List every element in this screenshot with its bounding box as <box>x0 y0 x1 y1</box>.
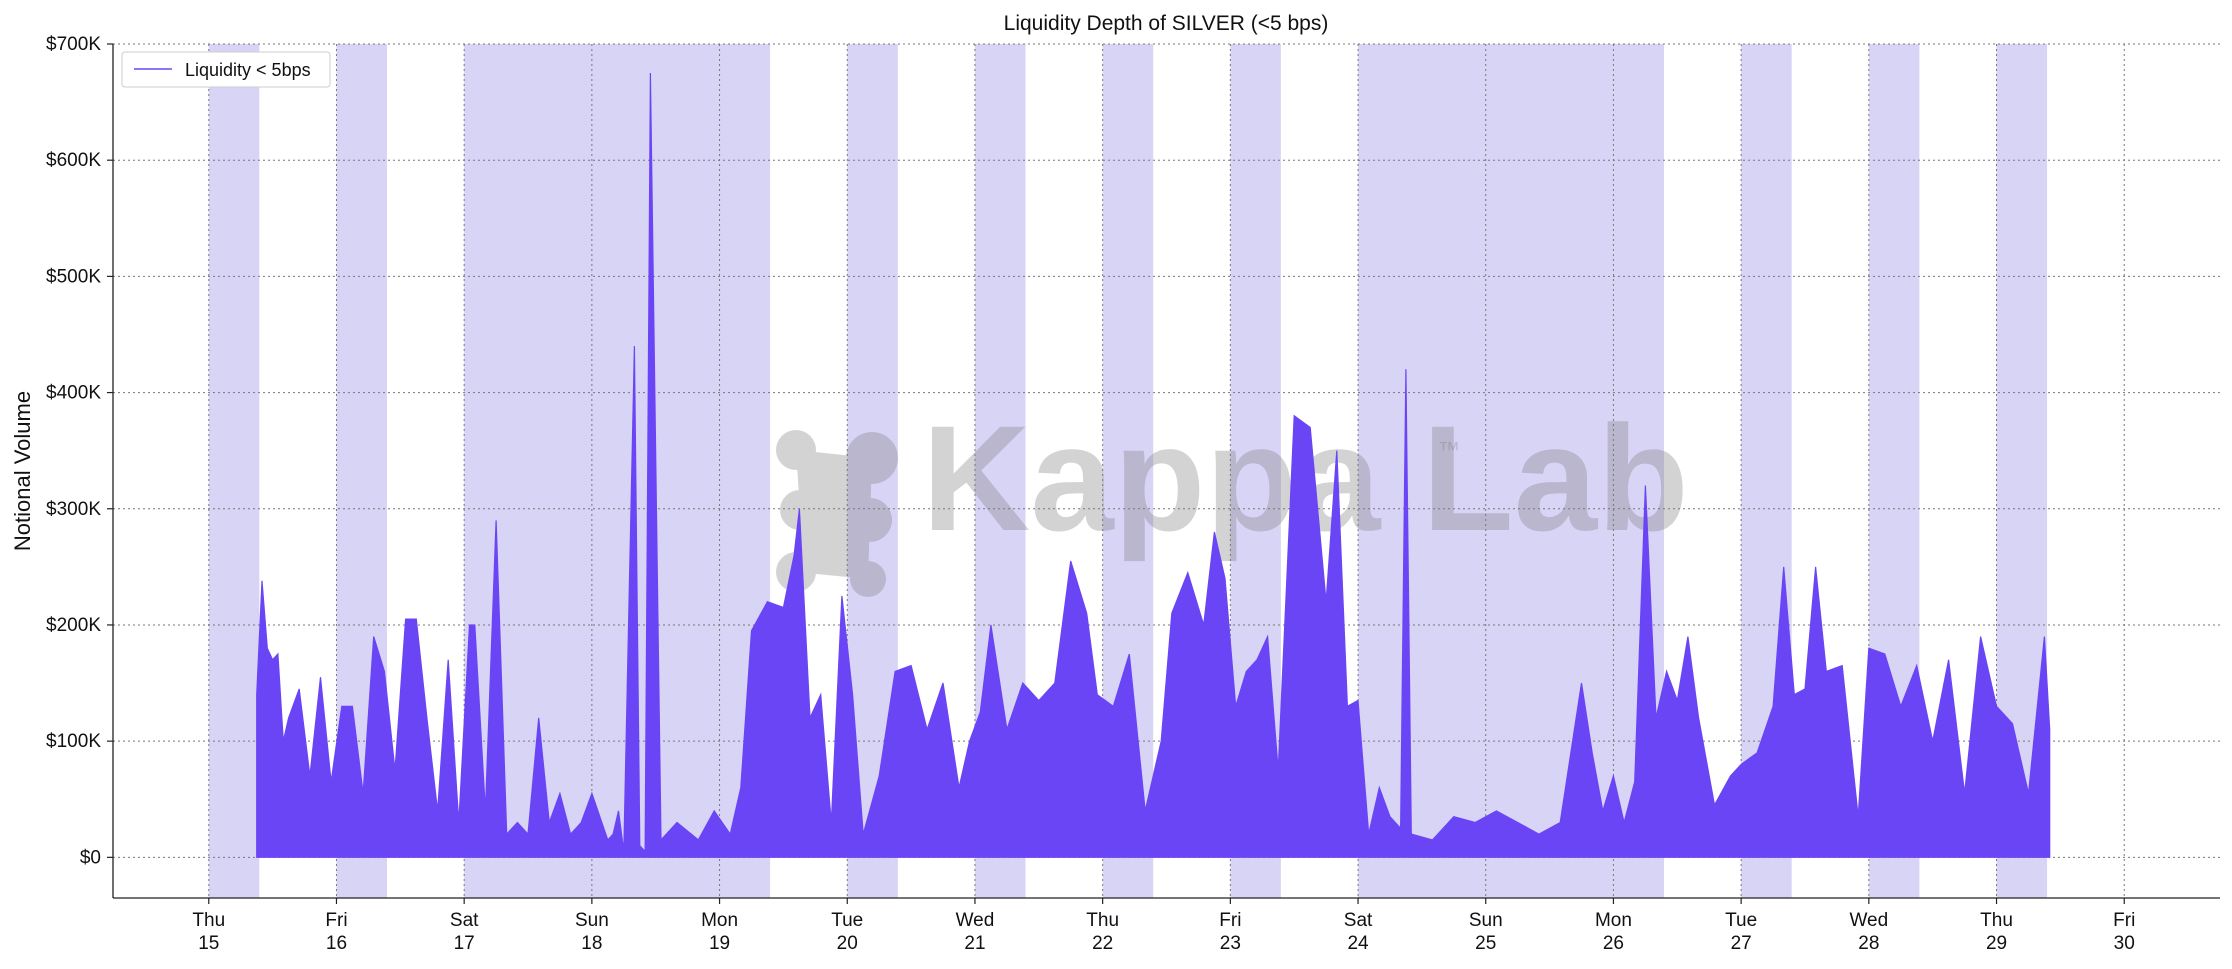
x-tick-label-date: 25 <box>1475 933 1496 954</box>
x-tick-label-day: Thu <box>1980 910 2013 931</box>
x-tick-label-day: Tue <box>831 910 863 931</box>
x-tick-label-date: 22 <box>1092 933 1113 954</box>
y-tick-label: $0 <box>80 847 101 868</box>
x-tick-label-day: Sun <box>1469 910 1503 931</box>
x-ticks: Thu15Fri16Sat17Sun18Mon19Tue20Wed21Thu22… <box>192 898 2135 954</box>
y-ticks: $0 $100K $200K $300K $400K $500K $600K $700K <box>46 34 113 868</box>
y-tick-label: $400K <box>46 383 101 404</box>
x-tick-label-day: Wed <box>1849 910 1888 931</box>
x-tick-label-date: 16 <box>326 933 347 954</box>
x-tick-label-date: 18 <box>581 933 602 954</box>
x-tick-label-date: 21 <box>964 933 985 954</box>
x-tick-label-day: Fri <box>325 910 347 931</box>
x-tick-label-day: Tue <box>1725 910 1757 931</box>
x-tick-label-day: Thu <box>192 910 225 931</box>
x-tick-label-day: Wed <box>956 910 995 931</box>
x-tick-label-day: Sun <box>575 910 609 931</box>
y-tick-label: $300K <box>46 499 101 520</box>
y-axis-label: Notional Volume <box>10 391 35 551</box>
legend: Liquidity < 5bps <box>121 51 331 88</box>
x-tick-label-day: Fri <box>2113 910 2135 931</box>
shaded-region-1 <box>208 44 260 898</box>
x-tick-label-date: 28 <box>1858 933 1879 954</box>
shaded-region-3 <box>464 44 771 898</box>
y-tick-label: $500K <box>46 266 101 287</box>
x-tick-label-day: Thu <box>1086 910 1119 931</box>
x-tick-label-date: 29 <box>1986 933 2007 954</box>
series-area-fill <box>256 72 2051 858</box>
x-tick-label-date: 26 <box>1603 933 1624 954</box>
x-tick-label-date: 19 <box>709 933 730 954</box>
y-tick-label: $600K <box>46 150 101 171</box>
legend-entry-label: Liquidity < 5bps <box>185 60 311 80</box>
x-tick-label-day: Mon <box>701 910 738 931</box>
chart-title: Liquidity Depth of SILVER (<5 bps) <box>1004 12 1329 35</box>
x-tick-label-date: 15 <box>198 933 219 954</box>
x-tick-label-date: 27 <box>1731 933 1752 954</box>
x-tick-label-day: Fri <box>1219 910 1241 931</box>
x-tick-label-date: 23 <box>1220 933 1241 954</box>
x-tick-label-date: 17 <box>454 933 475 954</box>
y-tick-label: $100K <box>46 731 101 752</box>
y-tick-label: $700K <box>46 34 101 55</box>
x-tick-label-day: Mon <box>1595 910 1632 931</box>
series-area <box>256 72 2051 858</box>
x-tick-label-day: Sat <box>450 910 479 931</box>
legend-box <box>121 51 331 88</box>
x-tick-label-date: 20 <box>837 933 858 954</box>
x-tick-label-date: 30 <box>2114 933 2135 954</box>
y-tick-label: $200K <box>46 615 101 636</box>
x-tick-label-day: Sat <box>1344 910 1373 931</box>
x-tick-label-date: 24 <box>1347 933 1369 954</box>
watermark-tm: ™ <box>1438 437 1460 462</box>
